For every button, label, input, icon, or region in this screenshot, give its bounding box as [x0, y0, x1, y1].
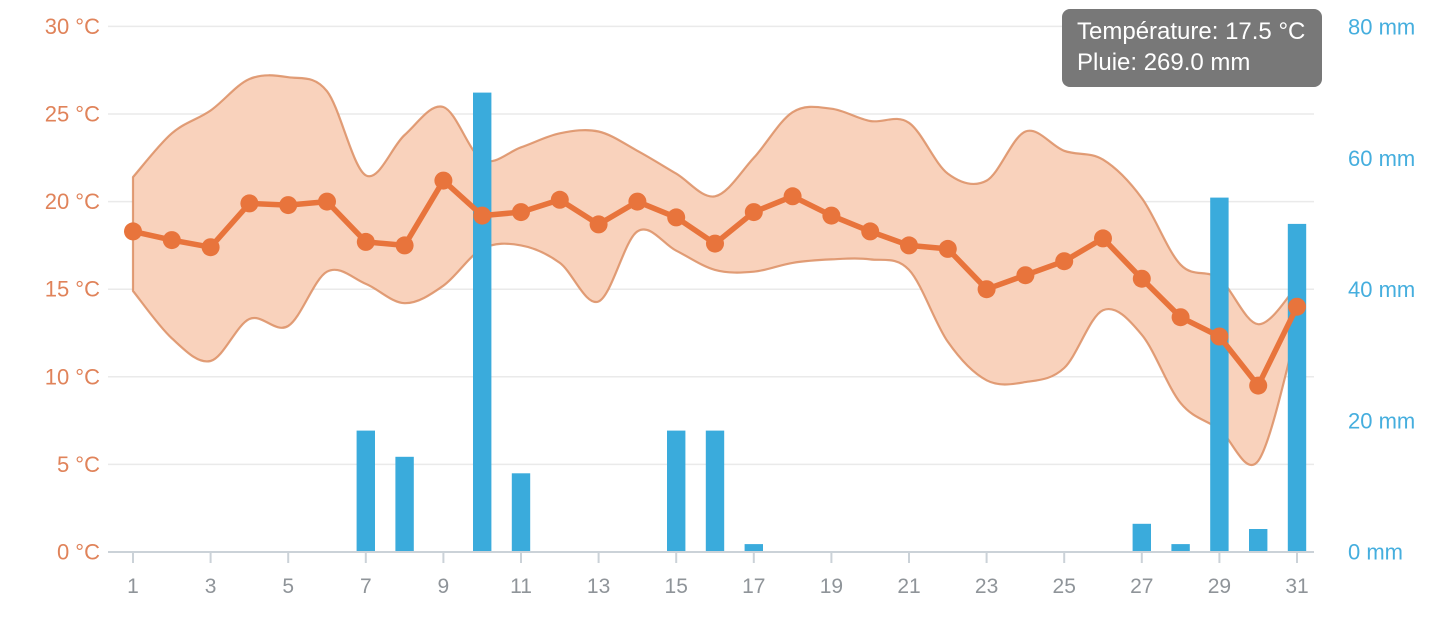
temp-point-day-2[interactable] [162, 231, 181, 250]
x-axis-label: 7 [360, 575, 372, 598]
x-axis-label: 11 [510, 575, 532, 598]
x-axis-label: 31 [1285, 575, 1308, 598]
temp-point-day-4[interactable] [240, 194, 259, 213]
rain-bar-day-10[interactable] [473, 92, 492, 552]
temp-point-day-20[interactable] [861, 222, 880, 241]
temp-point-day-29[interactable] [1210, 327, 1229, 346]
x-axis-label: 29 [1208, 575, 1231, 598]
left-axis-label: 5 °C [57, 452, 100, 477]
temp-point-day-31[interactable] [1288, 297, 1306, 316]
rain-bar-day-29[interactable] [1210, 197, 1229, 552]
x-axis-labels: 1 3 5 7 9 11 13 15 17 19 21 23 25 27 29 31 [127, 575, 1309, 598]
left-axis-label: 0 °C [57, 540, 100, 565]
right-axis-label: 20 mm [1348, 408, 1415, 433]
rain-bar-day-15[interactable] [667, 430, 686, 552]
temp-point-day-7[interactable] [356, 232, 375, 251]
temp-point-day-6[interactable] [318, 192, 336, 211]
x-axis-label: 27 [1130, 575, 1153, 598]
x-axis-label: 19 [820, 575, 843, 598]
rain-bar-day-28[interactable] [1171, 544, 1190, 552]
left-axis-label: 10 °C [45, 364, 100, 389]
x-axis-label: 13 [587, 575, 610, 598]
temp-point-day-8[interactable] [395, 236, 414, 255]
x-axis-label: 3 [205, 575, 217, 598]
temp-point-day-30[interactable] [1249, 376, 1268, 395]
temperature-band [131, 74, 1299, 466]
temp-point-day-10[interactable] [473, 206, 492, 225]
rain-bar-day-7[interactable] [356, 430, 375, 552]
rain-bar-day-8[interactable] [395, 456, 414, 552]
temp-point-day-16[interactable] [706, 234, 724, 253]
right-axis-label: 40 mm [1348, 277, 1415, 302]
x-axis-label: 15 [665, 575, 688, 598]
tooltip-temperature: Température: 17.5 °C [1077, 18, 1306, 45]
rain-bar-day-16[interactable] [705, 430, 725, 552]
temp-point-day-21[interactable] [900, 236, 918, 255]
temp-point-day-9[interactable] [434, 171, 453, 190]
temp-point-day-3[interactable] [201, 238, 220, 257]
left-axis-label: 25 °C [45, 102, 100, 127]
x-axis-label: 5 [282, 575, 294, 598]
temperature-markers [124, 171, 1306, 395]
right-axis-labels: 80 mm 60 mm 40 mm 20 mm 0 mm [1348, 15, 1415, 565]
x-axis-label: 1 [127, 575, 139, 598]
temp-point-day-13[interactable] [589, 215, 608, 234]
tooltip-rain: Pluie: 269.0 mm [1077, 49, 1251, 76]
temp-point-day-22[interactable] [938, 239, 957, 258]
right-axis-label: 80 mm [1348, 15, 1415, 40]
left-axis-labels: 30 °C 25 °C 20 °C 15 °C 10 °C 5 °C 0 °C [45, 14, 100, 565]
temp-point-day-24[interactable] [1016, 266, 1035, 285]
chart-tooltip: Température: 17.5 °C Pluie: 269.0 mm [1062, 9, 1323, 87]
temp-point-day-12[interactable] [550, 190, 569, 209]
temp-point-day-11[interactable] [512, 203, 530, 222]
temp-point-day-15[interactable] [667, 208, 686, 227]
rain-bar-day-17[interactable] [744, 544, 763, 552]
left-axis-label: 30 °C [45, 14, 100, 39]
rain-bar-day-31[interactable] [1287, 223, 1307, 552]
temp-point-day-5[interactable] [279, 196, 298, 215]
x-axis-label: 21 [897, 575, 920, 598]
temp-point-day-19[interactable] [822, 206, 841, 225]
x-axis-label: 9 [438, 575, 450, 598]
temp-point-day-25[interactable] [1055, 252, 1074, 271]
right-axis-label: 60 mm [1348, 146, 1415, 171]
right-axis-label: 0 mm [1348, 540, 1403, 565]
x-axis-label: 25 [1053, 575, 1076, 598]
rain-bar-day-27[interactable] [1132, 523, 1151, 552]
temp-point-day-14[interactable] [628, 192, 647, 211]
x-axis-ticks [132, 553, 1298, 563]
temp-point-day-1[interactable] [124, 222, 142, 241]
left-axis-label: 20 °C [45, 189, 100, 214]
x-axis-label: 23 [975, 575, 998, 598]
left-axis-label: 15 °C [45, 277, 100, 302]
x-axis-label: 17 [742, 575, 765, 598]
rain-bar-day-30[interactable] [1249, 529, 1268, 552]
rain-bar-day-11[interactable] [511, 473, 531, 552]
temp-point-day-26[interactable] [1094, 229, 1112, 248]
temp-point-day-18[interactable] [783, 187, 802, 206]
temp-point-day-17[interactable] [744, 203, 763, 222]
temp-point-day-27[interactable] [1132, 269, 1151, 288]
temp-point-day-28[interactable] [1171, 308, 1190, 327]
temp-point-day-23[interactable] [977, 280, 996, 299]
